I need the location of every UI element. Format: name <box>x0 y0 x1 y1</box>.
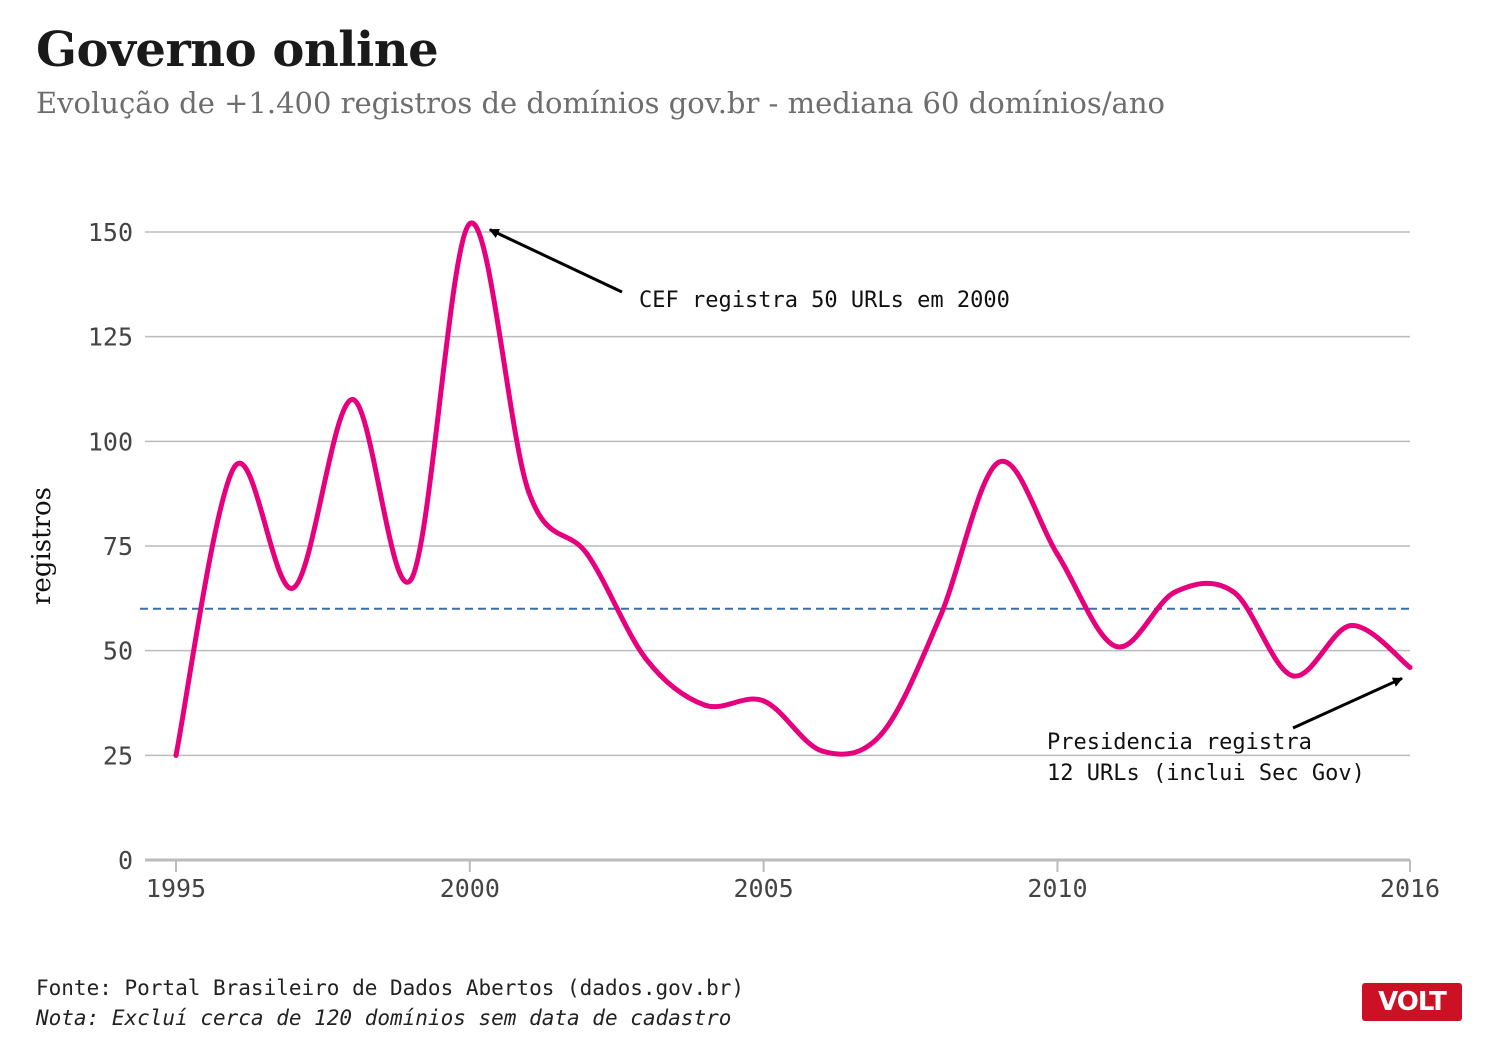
data-point <box>584 551 590 557</box>
data-point <box>1054 551 1060 557</box>
data-point <box>232 463 238 469</box>
annotation-text: CEF registra 50 URLs em 2000 <box>639 288 1010 313</box>
data-point <box>819 748 825 754</box>
x-tick-label: 2016 <box>1380 874 1440 903</box>
x-tick-label: 2000 <box>440 874 500 903</box>
x-tick-label: 2010 <box>1027 874 1087 903</box>
y-tick-label: 150 <box>88 218 133 247</box>
annotations: CEF registra 50 URLs em 2000 Presidencia … <box>488 228 1403 786</box>
annotation-arrow <box>1292 677 1403 730</box>
data-point <box>1231 589 1237 595</box>
annotation-text: 12 URLs (inclui Sec Gov) <box>1047 761 1365 786</box>
y-tick-label: 75 <box>103 532 133 561</box>
data-point <box>702 702 708 708</box>
data-point <box>349 396 355 402</box>
annotation-text: Presidencia registra <box>1047 730 1312 755</box>
data-point <box>526 489 532 495</box>
y-tick-label: 0 <box>118 846 133 875</box>
volt-logo: VOLT <box>1362 983 1462 1021</box>
data-point <box>1407 664 1413 670</box>
data-point <box>878 731 884 737</box>
annotation-arrow <box>488 228 623 294</box>
data-point <box>1348 623 1354 629</box>
data-point <box>173 752 179 758</box>
line-chart: 0 25 50 75 100 125 150 1995 2000 2005 2010 2016 regi… <box>27 218 1440 903</box>
y-tick-label: 100 <box>88 427 133 456</box>
gridlines <box>145 231 1410 757</box>
data-point <box>996 459 1002 465</box>
y-tick-label: 125 <box>88 323 133 352</box>
series-line <box>173 220 1413 758</box>
data-point <box>1172 589 1178 595</box>
data-point <box>408 576 414 582</box>
data-point <box>937 614 943 620</box>
data-point <box>761 698 767 704</box>
series-lines <box>173 220 1413 758</box>
axes: 0 25 50 75 100 125 150 1995 2000 2005 2010 2016 regi… <box>27 218 1440 903</box>
data-point <box>1289 673 1295 679</box>
chart-title: Governo online <box>36 22 439 78</box>
data-point <box>291 585 297 591</box>
x-tick-label: 1995 <box>146 874 206 903</box>
data-points <box>173 221 1413 758</box>
y-tick-label: 25 <box>103 741 133 770</box>
y-axis-label: registros <box>27 487 57 605</box>
data-point <box>1113 643 1119 649</box>
chart-subtitle: Evolução de +1.400 registros de domínios… <box>36 86 1165 120</box>
x-tick-label: 2005 <box>734 874 794 903</box>
methodology-note: Nota: Excluí cerca de 120 domínios sem d… <box>36 1006 732 1030</box>
data-point <box>467 221 473 227</box>
data-point <box>643 656 649 662</box>
source-note: Fonte: Portal Brasileiro de Dados Aberto… <box>36 976 745 1000</box>
y-tick-label: 50 <box>103 637 133 666</box>
